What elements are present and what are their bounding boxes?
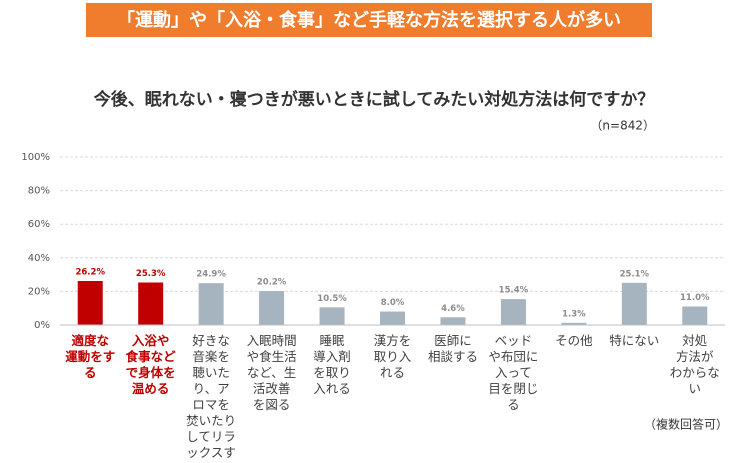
- x-tick-label: 漢方を 取り入 れる: [373, 333, 412, 380]
- x-tick-label: ベッド や布団に 入って 目を閉じる: [488, 333, 539, 412]
- value-label: 11.0%: [680, 293, 710, 303]
- value-label: 26.2%: [75, 267, 105, 277]
- y-tick-label: 100%: [21, 152, 50, 163]
- bar: [561, 322, 587, 325]
- bar: [138, 282, 164, 325]
- bar: [682, 306, 708, 325]
- value-label: 25.3%: [136, 269, 166, 279]
- y-tick-label: 20%: [28, 286, 50, 297]
- banner-bg: [86, 3, 652, 37]
- bar: [259, 291, 285, 325]
- y-tick-label: 0%: [34, 320, 50, 331]
- x-tick-label: 医師に 相談する: [427, 333, 478, 364]
- x-tick-label: その他: [555, 333, 593, 348]
- value-label: 1.3%: [562, 309, 586, 319]
- bar: [319, 307, 345, 325]
- x-tick-label: 睡眠 導入剤 を取り 入れる: [313, 333, 351, 396]
- bar: [198, 283, 224, 325]
- y-tick-label: 40%: [28, 253, 50, 264]
- x-tick-label: 特にない: [609, 333, 660, 348]
- value-label: 24.9%: [196, 270, 226, 280]
- x-tick-label: 入浴や 食事など で身体を 温める: [125, 333, 176, 396]
- value-label: 4.6%: [441, 304, 465, 314]
- banner: 「運動」や「入浴・食事」など手軽な方法を選択する人が多い: [117, 9, 621, 31]
- x-tick-label: 対処 方法が わからない: [669, 333, 720, 396]
- bar: [380, 311, 405, 325]
- x-tick-label: 好きな 音楽を 聴いた り、ア ロマを 焚いたり してリラ ックスする: [186, 333, 237, 463]
- x-tick-label: 適度な 運動をする: [65, 333, 116, 380]
- bar: [440, 317, 466, 325]
- note: （複数回答可）: [644, 417, 728, 432]
- chart-title: 今後、眠れない・寝つきが悪いときに試してみたい対処方法は何ですか？: [94, 89, 655, 110]
- x-tick-label: 入眠時間 や食生活 など、生 活改善 を図る: [246, 333, 297, 412]
- value-label: 25.1%: [620, 269, 650, 279]
- bar: [500, 299, 526, 325]
- value-label: 10.5%: [317, 294, 347, 304]
- bar: [77, 280, 103, 325]
- y-tick-label: 80%: [28, 186, 50, 197]
- value-label: 15.4%: [499, 286, 529, 296]
- subtitle: （n=842）: [590, 119, 655, 133]
- value-label: 20.2%: [257, 278, 287, 288]
- bar: [621, 282, 647, 325]
- value-label: 8.0%: [381, 298, 405, 308]
- y-tick-label: 60%: [28, 219, 50, 230]
